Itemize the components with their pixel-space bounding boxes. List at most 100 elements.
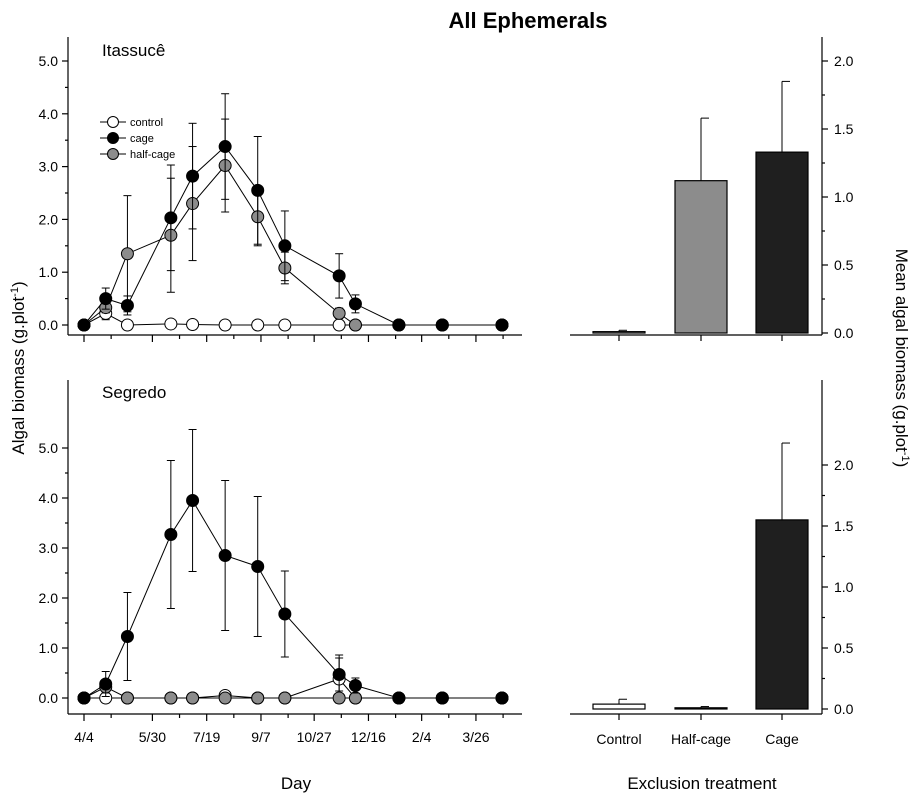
- bar-cage: [755, 519, 809, 710]
- y-tick-label: 4.0: [39, 490, 59, 506]
- y-tick-label: 2.0: [39, 211, 59, 227]
- point-half-cage: [348, 691, 362, 705]
- line-panel-itassuc: 0.0 1.0 2.0 3.0 4.0 5.0 Itassucê: [39, 37, 522, 342]
- series-line-cage: [83, 145, 502, 326]
- point-cage: [435, 318, 449, 332]
- point-cage: [77, 691, 91, 705]
- point-half-cage: [251, 691, 265, 705]
- point-cage: [278, 607, 292, 621]
- point-cage: [164, 211, 178, 225]
- left-x-axis-label: Day: [281, 774, 312, 793]
- y-tick-label: 0.0: [39, 317, 59, 333]
- y-tick-label: 3.0: [39, 159, 59, 175]
- x-tick-label: 5/30: [139, 729, 166, 745]
- bar-cage: [755, 151, 809, 334]
- point-cage: [348, 679, 362, 692]
- point-control: [218, 318, 232, 332]
- y-tick-label: 5.0: [39, 440, 59, 456]
- y-tick-label: 1.0: [39, 640, 59, 656]
- bar-half-cage: [674, 180, 728, 334]
- x-tick-label: 3/26: [462, 729, 489, 745]
- line-panel-segredo: 0.0 1.0 2.0 3.0 4.0 5.0 4/4 5/30 7/19 9/7 10/27 12/…: [39, 380, 522, 745]
- point-cage: [495, 318, 509, 332]
- point-half-cage: [332, 691, 346, 705]
- figure-title: All Ephemerals: [449, 8, 608, 33]
- y-tick-label: 1.0: [39, 264, 59, 280]
- point-half-cage: [278, 691, 292, 705]
- bar-control: [592, 331, 646, 334]
- series-line-half-cage: [83, 164, 502, 326]
- right-y-axis-label-end: ): [892, 462, 911, 468]
- left-y-axis-label-superscript: -1: [9, 287, 21, 297]
- legend-marker-half-cage: [107, 148, 119, 160]
- y-tick-label: 0.0: [834, 325, 854, 341]
- x-tick-label: 7/19: [193, 729, 220, 745]
- point-cage: [186, 169, 200, 183]
- legend-label-half-cage: half-cage: [130, 149, 175, 161]
- legend: control cage half-cage: [100, 116, 175, 161]
- point-control: [186, 317, 200, 331]
- y-tick-label: 2.0: [834, 457, 854, 473]
- series-line-cage: [83, 499, 502, 699]
- x-tick-label: 9/7: [251, 729, 271, 745]
- y-tick-label: 1.0: [834, 579, 854, 595]
- y-tick-label: 4.0: [39, 106, 59, 122]
- point-cage: [435, 691, 449, 705]
- point-half-cage: [332, 306, 346, 320]
- point-cage: [120, 298, 134, 312]
- panel-label: Itassucê: [102, 41, 165, 60]
- point-cage: [251, 183, 265, 197]
- panel-label: Segredo: [102, 383, 166, 402]
- y-tick-label: 1.5: [834, 121, 854, 137]
- bar-half-cage: [674, 707, 728, 710]
- y-tick-label: 0.0: [39, 690, 59, 706]
- bar-control: [592, 703, 646, 710]
- point-half-cage: [218, 691, 232, 705]
- point-cage: [392, 318, 406, 332]
- point-cage: [164, 528, 178, 541]
- right-y-axis-label-superscript: -1: [899, 452, 911, 462]
- point-cage: [218, 549, 232, 562]
- x-tick-label: 4/4: [74, 729, 94, 745]
- y-tick-label: 1.0: [834, 189, 854, 205]
- bar-panel-itassuc: 0.0 0.5 1.0 1.5 2.0: [570, 37, 854, 341]
- point-cage: [495, 691, 509, 705]
- y-tick-label: 2.0: [834, 53, 854, 69]
- point-cage: [278, 239, 292, 253]
- point-control: [164, 317, 178, 331]
- point-cage: [218, 140, 232, 154]
- plots-layer: 0.0 1.0 2.0 3.0 4.0 5.0 Itassucê 0.0 1.0 2.0 3.0 4.…: [39, 37, 854, 747]
- point-cage: [348, 297, 362, 311]
- y-tick-label: 1.5: [834, 518, 854, 534]
- y-tick-label: 2.0: [39, 590, 59, 606]
- point-cage: [120, 630, 134, 643]
- point-half-cage: [164, 691, 178, 705]
- x-tick-label: 2/4: [412, 729, 432, 745]
- legend-label-control: control: [130, 117, 163, 129]
- point-cage: [332, 269, 346, 283]
- point-control: [278, 318, 292, 332]
- right-x-axis-label: Exclusion treatment: [627, 774, 777, 793]
- x-tick-label: 10/27: [297, 729, 332, 745]
- y-tick-label: 0.0: [834, 701, 854, 717]
- y-tick-label: 0.5: [834, 257, 854, 273]
- point-control: [251, 318, 265, 332]
- point-cage: [77, 318, 91, 332]
- point-cage: [99, 677, 113, 691]
- point-control: [332, 318, 346, 332]
- point-half-cage: [186, 691, 200, 705]
- point-cage: [251, 560, 265, 573]
- y-tick-label: 3.0: [39, 540, 59, 556]
- left-y-axis-label: Algal biomass (g.plot-1): [9, 281, 28, 454]
- legend-marker-control: [107, 116, 119, 128]
- x-tick-label: Cage: [765, 731, 799, 747]
- x-tick-label: 12/16: [351, 729, 386, 745]
- legend-marker-cage: [107, 132, 119, 144]
- point-cage: [99, 292, 113, 306]
- point-half-cage: [120, 691, 134, 705]
- point-half-cage: [348, 318, 362, 332]
- x-tick-label: Control: [596, 731, 641, 747]
- legend-label-cage: cage: [130, 133, 154, 145]
- left-y-axis-label-end: ): [9, 281, 28, 287]
